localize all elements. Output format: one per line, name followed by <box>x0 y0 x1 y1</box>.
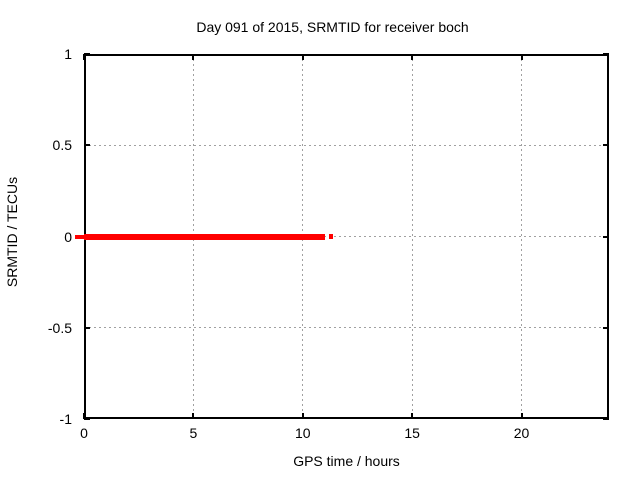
x-tick-top <box>301 54 304 60</box>
x-tick-top <box>192 54 195 60</box>
y-tick-label: -0.5 <box>47 319 72 336</box>
x-tick-label: 20 <box>513 425 530 441</box>
y-tick-left <box>84 53 90 55</box>
y-tick-right <box>603 144 609 147</box>
y-tick-right <box>603 235 609 238</box>
x-tick-top <box>520 54 523 60</box>
y-tick-right <box>603 326 609 329</box>
x-tick-label: 10 <box>294 425 311 441</box>
x-tick-bottom <box>411 413 414 419</box>
y-gridline <box>84 327 609 329</box>
x-axis-label: GPS time / hours <box>293 453 400 469</box>
y-tick-label: 0 <box>64 228 72 245</box>
x-tick-label: 0 <box>80 425 88 441</box>
x-tick-bottom <box>301 413 304 419</box>
y-tick-label: 0.5 <box>52 137 72 154</box>
y-tick-left <box>84 418 90 420</box>
y-tick-label: 1 <box>64 46 72 62</box>
y-tick-right <box>603 418 609 420</box>
x-tick-bottom <box>83 413 85 419</box>
y-gridline <box>84 236 609 237</box>
x-tick-top <box>411 54 414 60</box>
y-tick-left <box>84 326 90 329</box>
y-tick-right <box>603 53 609 55</box>
x-tick-bottom <box>520 413 523 419</box>
y-tick-left <box>84 144 90 147</box>
x-tick-bottom <box>192 413 195 419</box>
chart-title: Day 091 of 2015, SRMTID for receiver boc… <box>196 19 469 35</box>
series-line-segment <box>75 234 84 239</box>
x-tick-label: 15 <box>404 425 420 441</box>
x-tick-top <box>83 54 85 60</box>
y-gridline <box>84 144 609 146</box>
series-line-segment <box>329 234 334 239</box>
x-tick-label: 5 <box>189 425 198 441</box>
y-tick-label: -1 <box>59 411 72 427</box>
series-line-segment <box>84 233 325 240</box>
